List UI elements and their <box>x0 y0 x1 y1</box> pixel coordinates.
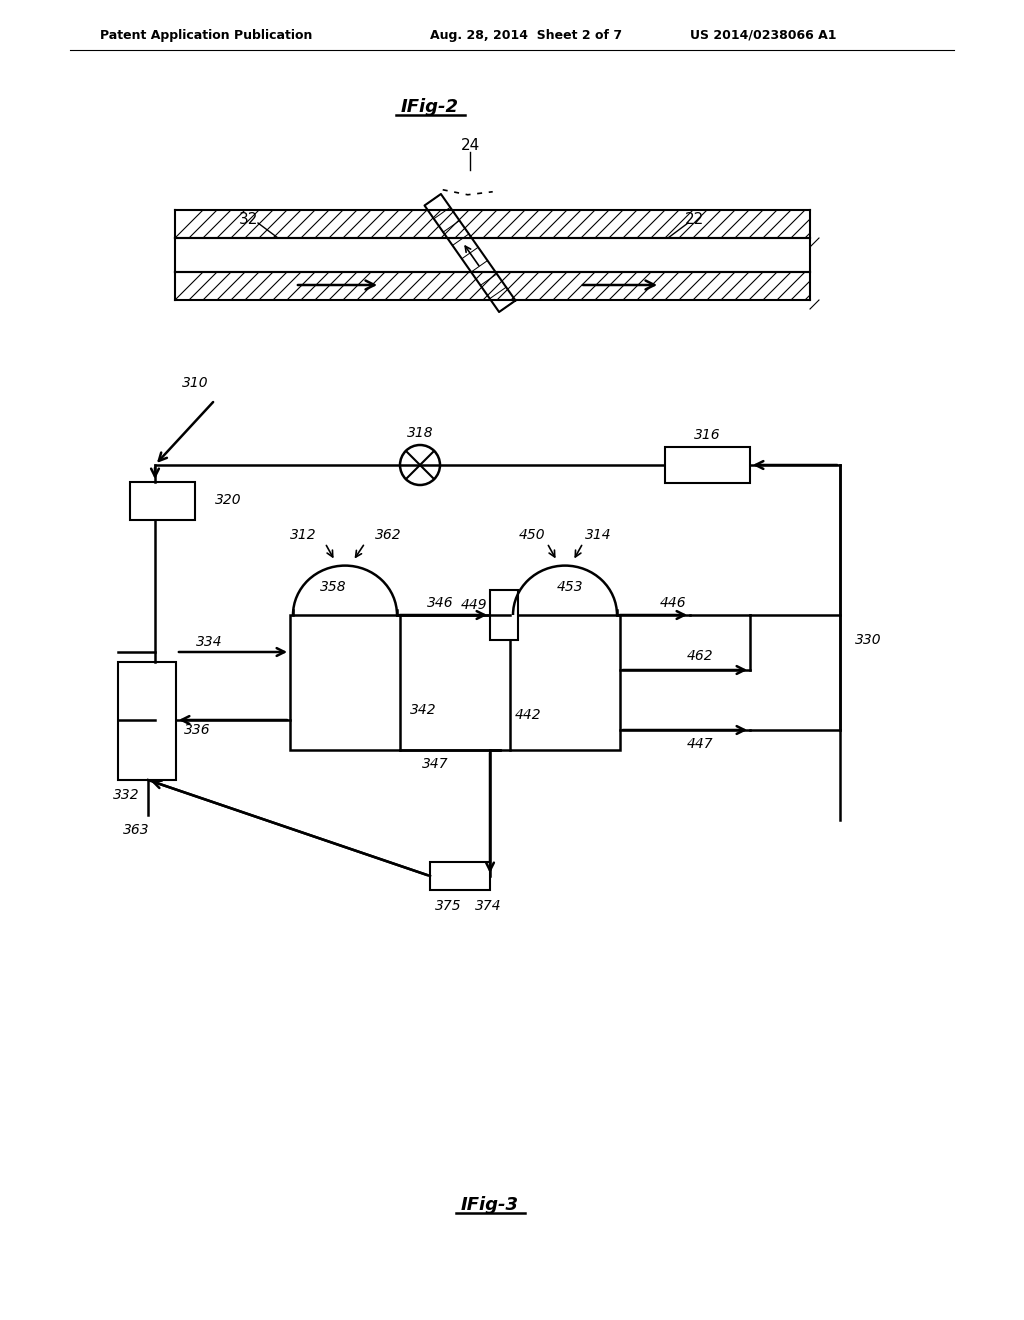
Text: 462: 462 <box>687 649 714 663</box>
Text: 330: 330 <box>855 634 882 647</box>
Text: 310: 310 <box>181 376 208 389</box>
Bar <box>290 615 400 750</box>
Text: 362: 362 <box>375 528 401 543</box>
Text: 374: 374 <box>475 899 502 913</box>
Bar <box>430 862 490 890</box>
Text: 22: 22 <box>685 213 705 227</box>
Text: US 2014/0238066 A1: US 2014/0238066 A1 <box>690 29 837 41</box>
Text: 453: 453 <box>557 579 584 594</box>
Bar <box>490 590 518 640</box>
Text: 346: 346 <box>427 597 454 610</box>
Text: 347: 347 <box>422 756 449 771</box>
Text: 24: 24 <box>461 137 479 153</box>
Text: 332: 332 <box>113 788 139 803</box>
Text: 334: 334 <box>196 635 222 649</box>
Bar <box>665 447 750 483</box>
Text: 442: 442 <box>515 708 542 722</box>
Text: 314: 314 <box>585 528 611 543</box>
Text: Patent Application Publication: Patent Application Publication <box>100 29 312 41</box>
Text: 450: 450 <box>518 528 545 543</box>
Bar <box>118 663 176 780</box>
Text: IFig-2: IFig-2 <box>401 98 459 116</box>
Bar <box>510 615 620 750</box>
Text: 320: 320 <box>215 492 242 507</box>
Text: 447: 447 <box>687 737 714 751</box>
Text: Aug. 28, 2014  Sheet 2 of 7: Aug. 28, 2014 Sheet 2 of 7 <box>430 29 623 41</box>
Text: 312: 312 <box>291 528 317 543</box>
Text: 446: 446 <box>660 597 687 610</box>
Text: 336: 336 <box>184 723 211 737</box>
Text: 32: 32 <box>239 213 258 227</box>
Text: 375: 375 <box>435 899 462 913</box>
Text: 449: 449 <box>461 598 487 612</box>
Text: 318: 318 <box>407 426 433 440</box>
Text: 363: 363 <box>123 822 150 837</box>
Text: IFig-3: IFig-3 <box>461 1196 519 1214</box>
Text: 342: 342 <box>410 704 436 717</box>
Bar <box>130 482 195 520</box>
Text: 316: 316 <box>693 428 720 442</box>
Text: 358: 358 <box>319 579 346 594</box>
